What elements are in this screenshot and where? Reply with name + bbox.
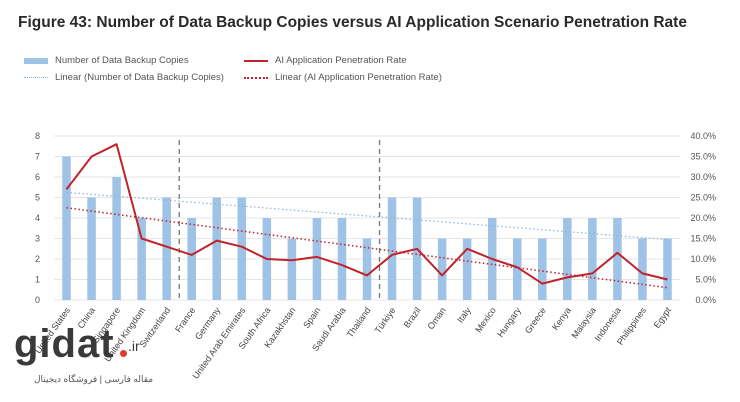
left-tick-label: 2 <box>35 254 40 264</box>
watermark-subtitle: مقاله فارسی | فروشگاه دیجیتال <box>34 374 154 384</box>
chart-legend: Number of Data Backup Copies AI Applicat… <box>24 55 724 91</box>
right-tick-label: 25.0% <box>690 193 716 203</box>
trendlines <box>66 191 668 289</box>
category-label: Egypt <box>652 305 674 330</box>
left-tick-label: 8 <box>35 131 40 141</box>
bar <box>137 218 146 300</box>
category-label: Brazil <box>402 305 423 329</box>
category-label: Spain <box>301 305 322 330</box>
legend-swatch-trend-bars <box>24 77 48 78</box>
category-label: Oman <box>426 305 448 331</box>
bar <box>512 238 522 300</box>
legend-label-trend-line: Linear (AI Application Penetration Rate) <box>275 72 442 83</box>
chart-title: Figure 43: Number of Data Backup Copies … <box>18 14 687 31</box>
left-tick-label: 5 <box>35 193 40 203</box>
right-tick-label: 30.0% <box>690 172 716 182</box>
left-axis-ticks: 0 1 2 3 4 5 6 7 8 <box>35 131 40 305</box>
right-tick-label: 35.0% <box>690 152 716 162</box>
bar <box>437 238 447 300</box>
trendline-bars <box>66 191 668 241</box>
bar <box>112 177 121 300</box>
left-tick-label: 7 <box>35 152 40 162</box>
bar <box>187 218 196 300</box>
right-tick-label: 10.0% <box>690 254 716 264</box>
line-series <box>65 143 668 285</box>
bar <box>287 238 297 300</box>
bar <box>563 218 572 300</box>
right-tick-label: 40.0% <box>690 131 716 141</box>
bar <box>212 197 222 300</box>
left-tick-label: 6 <box>35 172 40 182</box>
penetration-line <box>65 143 668 285</box>
watermark-dot-icon <box>120 350 127 357</box>
gridlines <box>54 135 680 301</box>
category-label: Thailand <box>345 305 373 339</box>
bar <box>312 218 322 300</box>
bar-series <box>62 156 672 300</box>
legend-swatch-bars <box>24 57 48 64</box>
bar <box>362 238 372 300</box>
left-tick-label: 4 <box>35 213 40 223</box>
legend-item-trend-bars: Linear (Number of Data Backup Copies) <box>24 72 224 83</box>
bar <box>462 238 472 300</box>
category-label: Italy <box>455 305 473 325</box>
legend-swatch-trend-line <box>244 76 268 79</box>
right-axis-ticks: 0.0% 5.0% 10.0% 15.0% 20.0% 25.0% 30.0% 35.0% 40… <box>690 131 716 305</box>
watermark-tld: .ir <box>128 338 140 354</box>
bar <box>87 197 96 300</box>
watermark-logo: gidat <box>14 322 115 366</box>
bar <box>237 197 247 300</box>
bar <box>337 218 347 300</box>
trendline-line <box>66 207 668 289</box>
right-tick-label: 15.0% <box>690 234 716 244</box>
bar <box>588 218 597 300</box>
legend-label-trend-bars: Linear (Number of Data Backup Copies) <box>55 72 224 83</box>
category-label: Türkiye <box>373 305 398 335</box>
bar <box>613 218 622 300</box>
legend-item-bars: Number of Data Backup Copies <box>24 55 189 66</box>
bar <box>162 197 171 300</box>
category-label: Greece <box>523 305 548 335</box>
category-label: Kenya <box>550 305 573 332</box>
left-tick-label: 0 <box>35 295 40 305</box>
bar <box>62 156 71 300</box>
category-label: Mexico <box>473 305 498 334</box>
category-label: Hungary <box>495 305 523 339</box>
dividers <box>178 140 381 300</box>
legend-label-bars: Number of Data Backup Copies <box>55 55 189 66</box>
watermark: gidat .ir مقاله فارسی | فروشگاه دیجیتال <box>12 322 182 392</box>
legend-item-line: AI Application Penetration Rate <box>244 55 407 66</box>
right-tick-label: 5.0% <box>695 275 716 285</box>
right-tick-label: 0.0% <box>695 295 716 305</box>
legend-swatch-line <box>244 59 268 62</box>
bar <box>387 197 397 300</box>
bar <box>638 238 647 300</box>
legend-label-line: AI Application Penetration Rate <box>275 55 407 66</box>
legend-item-trend-line: Linear (AI Application Penetration Rate) <box>244 72 442 83</box>
bar <box>538 238 547 300</box>
left-tick-label: 1 <box>35 275 40 285</box>
bar <box>663 238 672 300</box>
right-tick-label: 20.0% <box>690 213 716 223</box>
left-tick-label: 3 <box>35 234 40 244</box>
